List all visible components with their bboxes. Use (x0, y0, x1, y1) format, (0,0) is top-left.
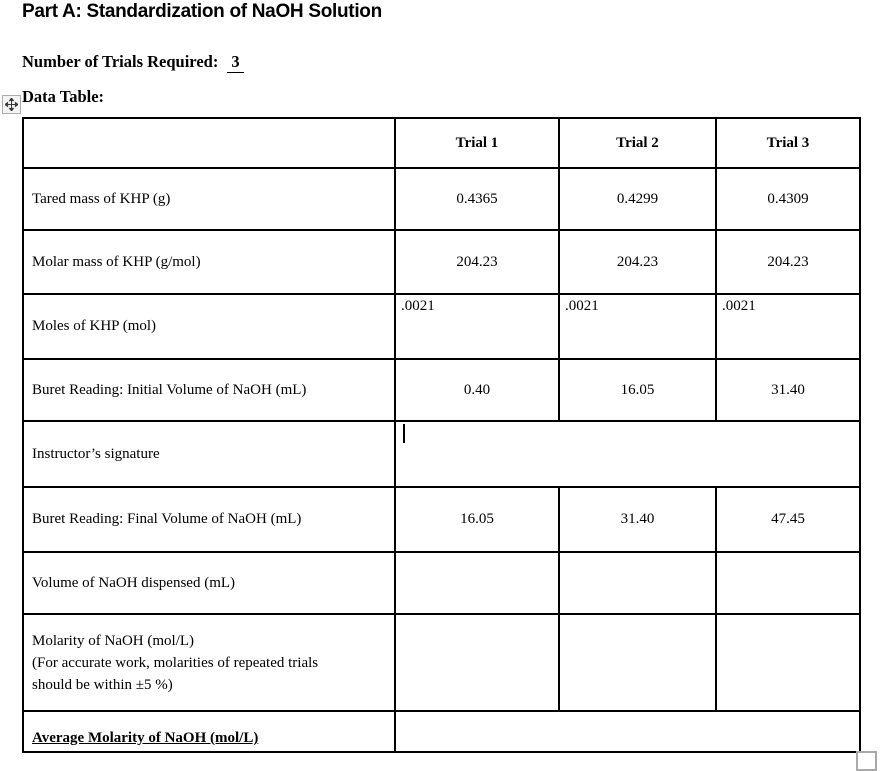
cell-value[interactable]: 204.23 (394, 229, 560, 295)
molarity-line-2: (For accurate work, molarities of repeat… (32, 654, 319, 671)
trials-required-line: Number of Trials Required: 3 (22, 52, 244, 73)
cell-label[interactable]: Buret Reading: Initial Volume of NaOH (m… (22, 358, 396, 422)
header-trial-3[interactable]: Trial 3 (715, 117, 861, 169)
cell-value[interactable]: 204.23 (715, 229, 861, 295)
table-row-tared-mass: Tared mass of KHP (g) 0.4365 0.4299 0.43… (22, 167, 861, 231)
cell-value[interactable] (715, 613, 861, 712)
cell-value[interactable]: .0021 (558, 293, 717, 360)
table-row-moles-khp: Moles of KHP (mol) .0021 .0021 .0021 (22, 293, 861, 360)
cell-value[interactable]: 31.40 (715, 358, 861, 422)
trials-required-label: Number of Trials Required: (22, 52, 219, 71)
cell-label[interactable]: Tared mass of KHP (g) (22, 167, 396, 231)
header-empty-cell[interactable] (22, 117, 396, 169)
average-molarity-label: Average Molarity of NaOH (mol/L) (32, 730, 259, 746)
cell-label[interactable]: Moles of KHP (mol) (22, 293, 396, 360)
header-trial-1[interactable]: Trial 1 (394, 117, 560, 169)
cell-value[interactable]: .0021 (394, 293, 560, 360)
cell-label[interactable]: Molarity of NaOH (mol/L) (For accurate w… (22, 613, 396, 712)
cell-value[interactable]: 0.4299 (558, 167, 717, 231)
cell-value[interactable] (558, 613, 717, 712)
cell-label[interactable]: Instructor’s signature (22, 420, 396, 488)
instructor-signature-cell[interactable] (394, 420, 861, 488)
table-row-buret-final: Buret Reading: Final Volume of NaOH (mL)… (22, 486, 861, 553)
header-trial-2[interactable]: Trial 2 (558, 117, 717, 169)
table-row-molarity: Molarity of NaOH (mol/L) (For accurate w… (22, 613, 861, 712)
text-caret (403, 424, 405, 443)
cell-label[interactable]: Molar mass of KHP (g/mol) (22, 229, 396, 295)
molarity-line-3: should be within ±5 %) (32, 676, 173, 693)
cell-value[interactable]: 16.05 (394, 486, 560, 553)
cell-value[interactable] (394, 551, 560, 615)
cell-value[interactable]: 31.40 (558, 486, 717, 553)
cell-label[interactable]: Average Molarity of NaOH (mol/L) (22, 710, 396, 753)
cell-value[interactable] (558, 551, 717, 615)
average-molarity-cell[interactable] (394, 710, 861, 753)
table-move-handle[interactable] (2, 95, 21, 114)
table-header-row: Trial 1 Trial 2 Trial 3 (22, 117, 861, 169)
molarity-line-1: Molarity of NaOH (mol/L) (32, 632, 195, 649)
cell-value[interactable]: .0021 (715, 293, 861, 360)
cell-value[interactable]: 0.4309 (715, 167, 861, 231)
table-row-volume-dispensed: Volume of NaOH dispensed (mL) (22, 551, 861, 615)
cell-value[interactable]: 204.23 (558, 229, 717, 295)
cell-label[interactable]: Volume of NaOH dispensed (mL) (22, 551, 396, 615)
table-row-instructor-signature: Instructor’s signature (22, 420, 861, 488)
table-row-buret-initial: Buret Reading: Initial Volume of NaOH (m… (22, 358, 861, 422)
move-icon (5, 98, 18, 111)
cell-value[interactable]: 0.40 (394, 358, 560, 422)
page-title: Part A: Standardization of NaOH Solution (22, 1, 382, 22)
cell-value[interactable] (394, 613, 560, 712)
cell-value[interactable]: 0.4365 (394, 167, 560, 231)
trials-required-value: 3 (227, 52, 244, 73)
table-resize-handle[interactable] (856, 751, 877, 771)
table-row-average-molarity: Average Molarity of NaOH (mol/L) (22, 710, 861, 753)
data-table: Trial 1 Trial 2 Trial 3 Tared mass of KH… (22, 117, 861, 753)
cell-value[interactable] (715, 551, 861, 615)
cell-value[interactable]: 47.45 (715, 486, 861, 553)
cell-value[interactable]: 16.05 (558, 358, 717, 422)
data-table-heading: Data Table: (22, 87, 105, 106)
cell-label[interactable]: Buret Reading: Final Volume of NaOH (mL) (22, 486, 396, 553)
table-row-molar-mass: Molar mass of KHP (g/mol) 204.23 204.23 … (22, 229, 861, 295)
